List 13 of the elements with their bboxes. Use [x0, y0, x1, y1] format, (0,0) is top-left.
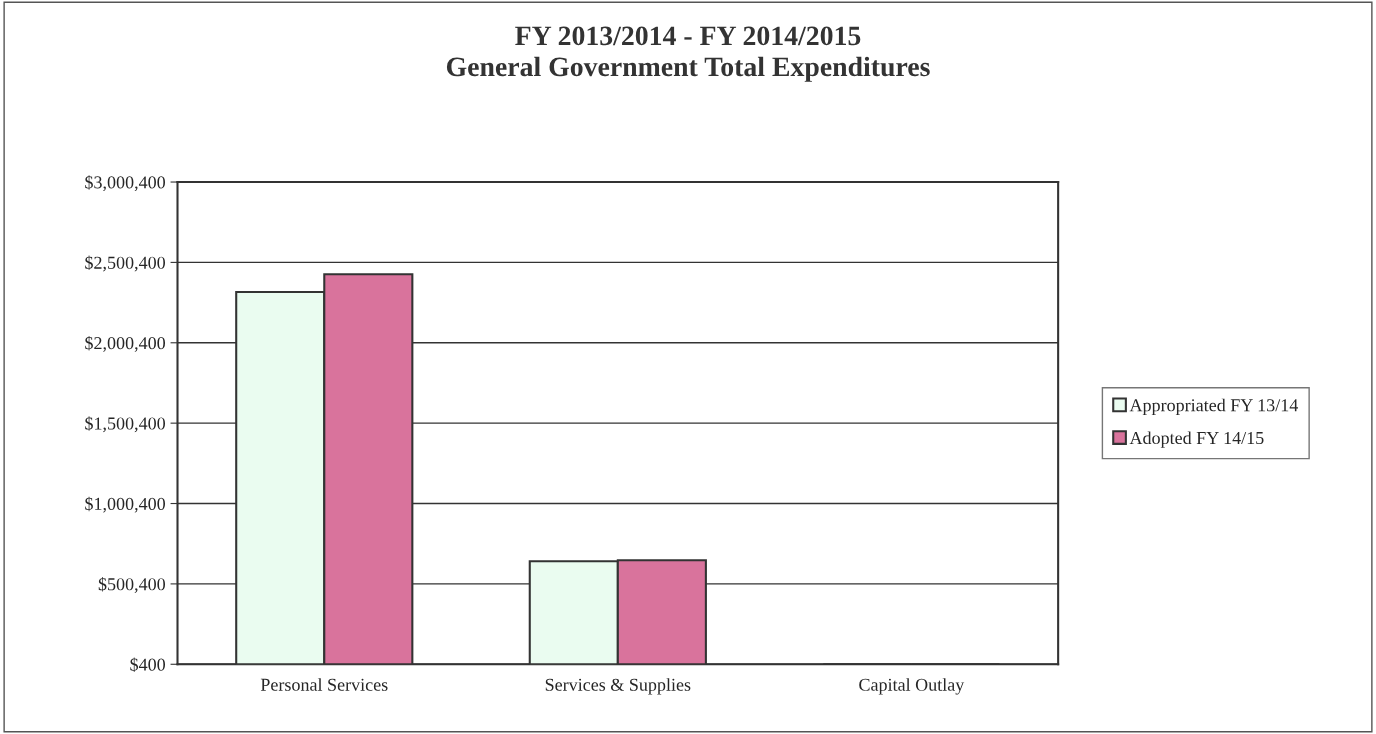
- x-tick-label: Services & Supplies: [545, 678, 691, 695]
- y-tick-label: $3,000,400: [85, 175, 166, 192]
- y-tick-label: $1,500,400: [85, 416, 166, 433]
- legend-label: Appropriated FY 13/14: [1129, 398, 1299, 416]
- legend-label: Adopted FY 14/15: [1129, 431, 1264, 448]
- y-tick-label: $500,400: [98, 577, 166, 593]
- x-tick-label: Personal Services: [260, 678, 388, 691]
- y-tick-label: $400: [130, 657, 166, 672]
- x-tick-label: Capital Outlay: [859, 678, 965, 695]
- y-tick-label: $2,500,400: [85, 255, 166, 272]
- y-tick-label: $1,000,400: [85, 496, 166, 513]
- chart-title: FY 2013/2014 - FY 2014/2015 General Government Total Expenditures: [446, 26, 930, 82]
- y-tick-label: $2,000,400: [85, 335, 166, 352]
